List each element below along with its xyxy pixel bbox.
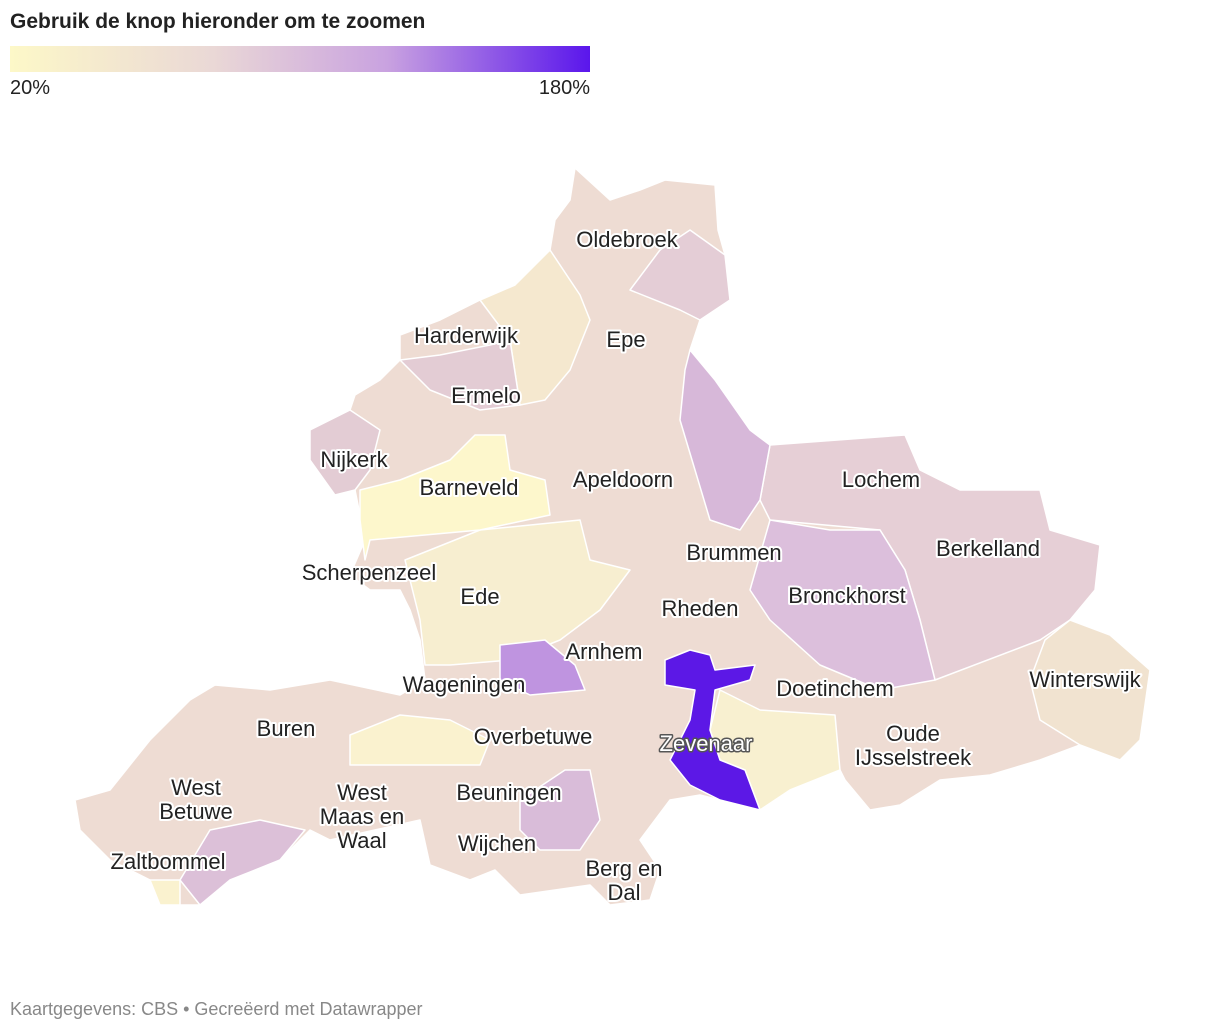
region bbox=[664, 649, 761, 811]
region-label: Lochem bbox=[842, 467, 920, 492]
region-label: West bbox=[171, 775, 221, 800]
region-label: Zevenaar bbox=[660, 731, 753, 756]
title: Gebruik de knop hieronder om te zoomen bbox=[10, 10, 426, 33]
region-label: Apeldoorn bbox=[573, 467, 673, 492]
region-label: Maas en bbox=[320, 804, 404, 829]
region-label: Wijchen bbox=[458, 831, 536, 856]
region-label: Buren bbox=[257, 716, 316, 741]
region-label: Ermelo bbox=[451, 383, 521, 408]
region bbox=[519, 769, 601, 851]
region bbox=[749, 519, 936, 691]
region-label: Scherpenzeel bbox=[302, 560, 437, 585]
region bbox=[359, 434, 551, 561]
region bbox=[499, 639, 586, 696]
legend-min: 20% bbox=[10, 77, 51, 99]
region-label: Bronckhorst bbox=[788, 583, 905, 608]
region-label: Dal bbox=[607, 880, 640, 905]
region bbox=[404, 519, 631, 666]
region-label: Harderwijk bbox=[414, 323, 519, 348]
region bbox=[679, 349, 771, 531]
region bbox=[399, 339, 521, 411]
region-label: Arnhem bbox=[565, 639, 642, 664]
region-label: Betuwe bbox=[159, 799, 232, 824]
region-label: Ede bbox=[460, 584, 499, 609]
region-label: Overbetuwe bbox=[474, 724, 593, 749]
region bbox=[179, 819, 306, 906]
region-label: Waal bbox=[337, 828, 386, 853]
color-scale bbox=[10, 46, 590, 72]
region bbox=[149, 879, 181, 906]
region bbox=[309, 409, 381, 496]
region-label: Rheden bbox=[661, 596, 738, 621]
region-label: Brummen bbox=[686, 540, 781, 565]
region bbox=[629, 229, 731, 321]
region-label: Oldebroek bbox=[576, 227, 679, 252]
region-label: Beuningen bbox=[456, 780, 561, 805]
region bbox=[1029, 619, 1151, 761]
footer: Kaartgegevens: CBS • Gecreëerd met Dataw… bbox=[10, 999, 423, 1019]
region-label: Wageningen bbox=[403, 672, 526, 697]
region bbox=[349, 714, 491, 766]
region-label: West bbox=[337, 780, 387, 805]
labels: Oldebroek Harderwijk Epe Ermelo Nijkerk Barne… bbox=[109, 225, 1144, 907]
region-label: IJsselstreek bbox=[855, 745, 972, 770]
region-label: Oude bbox=[886, 721, 940, 746]
legend-max: 180% bbox=[538, 77, 590, 99]
region-label: Epe bbox=[606, 327, 645, 352]
region-label: Berkelland bbox=[936, 536, 1040, 561]
region-label: Zaltbommel bbox=[111, 849, 226, 874]
region-label: Berg en bbox=[585, 856, 662, 881]
region-label: Winterswijk bbox=[1029, 667, 1141, 692]
region-label: Nijkerk bbox=[320, 447, 388, 472]
region-label: Barneveld bbox=[419, 475, 518, 500]
region-label: Doetinchem bbox=[776, 676, 893, 701]
